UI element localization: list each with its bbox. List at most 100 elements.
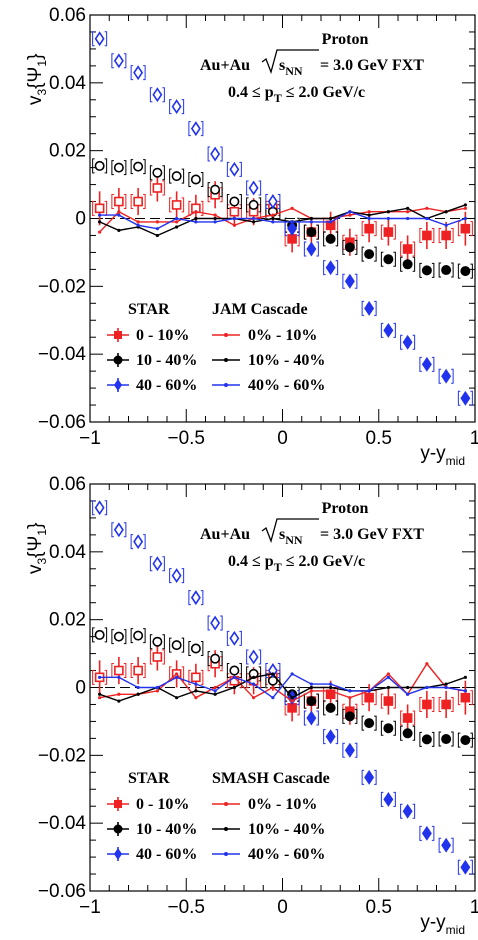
model-point — [213, 213, 217, 217]
data-point — [441, 230, 451, 241]
model-point — [175, 220, 179, 224]
systematic-bracket — [419, 227, 435, 243]
legend-model-label: 10% - 40% — [248, 352, 325, 369]
y-tick-label: −0.04 — [38, 813, 87, 834]
model-point — [213, 220, 217, 224]
systematic-bracket — [92, 158, 108, 174]
model-point — [271, 672, 275, 676]
data-point — [191, 672, 201, 683]
legend-marker — [114, 848, 122, 860]
systematic-bracket — [226, 630, 242, 646]
series-data-2 — [92, 158, 473, 279]
y-axis-title: v3{Ψ1} — [25, 54, 49, 105]
series-model-5 — [98, 203, 467, 238]
systematic-bracket — [111, 53, 127, 69]
data-point — [133, 534, 144, 550]
model-point — [367, 210, 371, 214]
model-point — [155, 233, 159, 238]
model-point — [348, 689, 352, 693]
series-data-3 — [92, 31, 473, 406]
systematic-bracket — [130, 663, 146, 679]
model-point — [329, 216, 333, 221]
legend-marker — [113, 355, 123, 365]
systematic-bracket — [400, 725, 416, 741]
y-tick-label: 0.04 — [49, 542, 86, 563]
data-point — [171, 568, 182, 584]
systematic-bracket — [169, 568, 185, 584]
model-point — [290, 699, 294, 703]
data-point — [114, 665, 124, 676]
model-point — [117, 675, 121, 679]
y-tick-label: −0.02 — [38, 276, 86, 297]
model-point — [194, 682, 198, 686]
systematic-bracket — [169, 168, 185, 184]
systematic-bracket — [380, 791, 396, 807]
annotation-system: Au+Au — [200, 57, 250, 74]
data-point — [421, 825, 432, 841]
model-point — [406, 216, 410, 221]
systematic-bracket — [111, 194, 127, 210]
annotation-pt-range: 0.4 ≤ pT ≤ 2.0 GeV/c — [228, 553, 365, 574]
annotation-energy: = 3.0 GeV FXT — [320, 57, 424, 74]
model-line — [99, 204, 466, 237]
systematic-bracket — [380, 251, 396, 267]
systematic-bracket — [111, 522, 127, 538]
model-point — [252, 216, 256, 221]
model-point — [463, 675, 467, 679]
annotation-energy: = 3.0 GeV FXT — [320, 526, 424, 543]
model-point — [367, 216, 371, 221]
systematic-bracket — [130, 628, 146, 644]
data-point — [364, 718, 375, 729]
data-point — [402, 803, 413, 819]
sqrt-symbol — [261, 518, 319, 544]
data-point — [441, 368, 452, 384]
systematic-bracket — [419, 262, 435, 278]
model-point — [271, 696, 275, 700]
model-point — [271, 216, 275, 221]
legend: STAR JAM Cascade 0 - 10% 0% - 10% 10 - 40% 10… — [107, 301, 325, 394]
legend-data-label: 10 - 40% — [136, 352, 197, 369]
model-point — [155, 689, 159, 693]
data-point — [364, 223, 374, 234]
legend-data-label: 0 - 10% — [136, 796, 189, 813]
model-point — [136, 220, 140, 224]
data-point — [325, 702, 336, 713]
systematic-bracket — [130, 194, 146, 210]
model-point — [309, 689, 313, 693]
systematic-bracket — [265, 204, 281, 220]
systematic-bracket — [361, 221, 377, 237]
systematic-bracket — [226, 161, 242, 177]
model-point — [309, 685, 313, 690]
data-point — [229, 630, 240, 646]
systematic-bracket — [419, 356, 435, 372]
data-point — [306, 241, 317, 257]
systematic-bracket — [323, 260, 339, 276]
model-point — [252, 675, 256, 679]
legend-marker — [114, 379, 122, 391]
model-point — [444, 223, 448, 227]
x-tick-label: −0.5 — [167, 428, 205, 449]
data-point — [344, 742, 355, 758]
legend-data-label: 40 - 60% — [136, 846, 197, 863]
systematic-bracket — [400, 241, 416, 257]
model-point — [290, 220, 294, 224]
y-tick-label: 0.02 — [49, 141, 86, 162]
legend-model-dot — [224, 358, 228, 362]
systematic-bracket — [169, 637, 185, 653]
systematic-bracket — [361, 300, 377, 316]
x-axis-title: y-ymid — [420, 443, 465, 468]
model-point — [406, 692, 410, 696]
data-point — [114, 196, 124, 207]
systematic-bracket — [380, 720, 396, 736]
model-point — [175, 696, 179, 700]
legend-header-model: SMASH Cascade — [212, 770, 330, 787]
systematic-bracket — [149, 634, 165, 650]
data-point — [441, 837, 452, 853]
series-model-4 — [98, 662, 467, 703]
model-point — [386, 675, 390, 679]
systematic-bracket — [438, 731, 454, 747]
data-point — [460, 692, 471, 703]
model-point — [309, 682, 313, 686]
series-data-3 — [92, 500, 473, 875]
legend-header-model: JAM Cascade — [212, 301, 308, 318]
